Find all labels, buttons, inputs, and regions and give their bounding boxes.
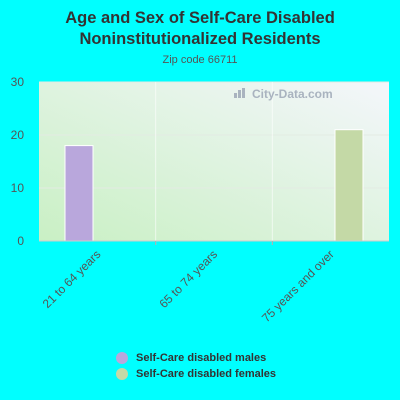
bars [64,129,364,242]
chart-title: Age and Sex of Self-Care Disabled Nonins… [0,8,400,50]
chart-subtitle: Zip code 66711 [162,54,238,66]
bar [334,129,364,242]
y-tick-label: 30 [11,75,25,89]
x-tick-label: 21 to 64 years [40,247,104,311]
legend-swatch-males [116,352,128,364]
watermark-logo-icon [234,87,248,101]
y-tick-label: 10 [11,181,25,195]
legend-item-females: Self-Care disabled females [116,366,276,382]
watermark-text: City-Data.com [252,87,333,101]
grid-lines [39,81,389,245]
x-tick-label: 75 years and over [259,247,337,325]
chart-title-line-2: Noninstitutionalized Residents [79,30,321,48]
legend-label-females: Self-Care disabled females [136,368,277,380]
y-tick-label: 0 [17,234,24,248]
chart-title-line-1: Age and Sex of Self-Care Disabled [65,9,335,27]
bar [64,145,94,242]
legend: Self-Care disabled males Self-Care disab… [116,350,276,382]
legend-item-males: Self-Care disabled males [116,350,276,366]
plot-area [39,82,389,241]
x-tick-label: 65 to 74 years [156,247,220,311]
y-tick-label: 20 [11,128,25,142]
watermark: City-Data.com [234,87,333,101]
legend-swatch-females [116,368,128,380]
legend-label-males: Self-Care disabled males [136,352,267,364]
